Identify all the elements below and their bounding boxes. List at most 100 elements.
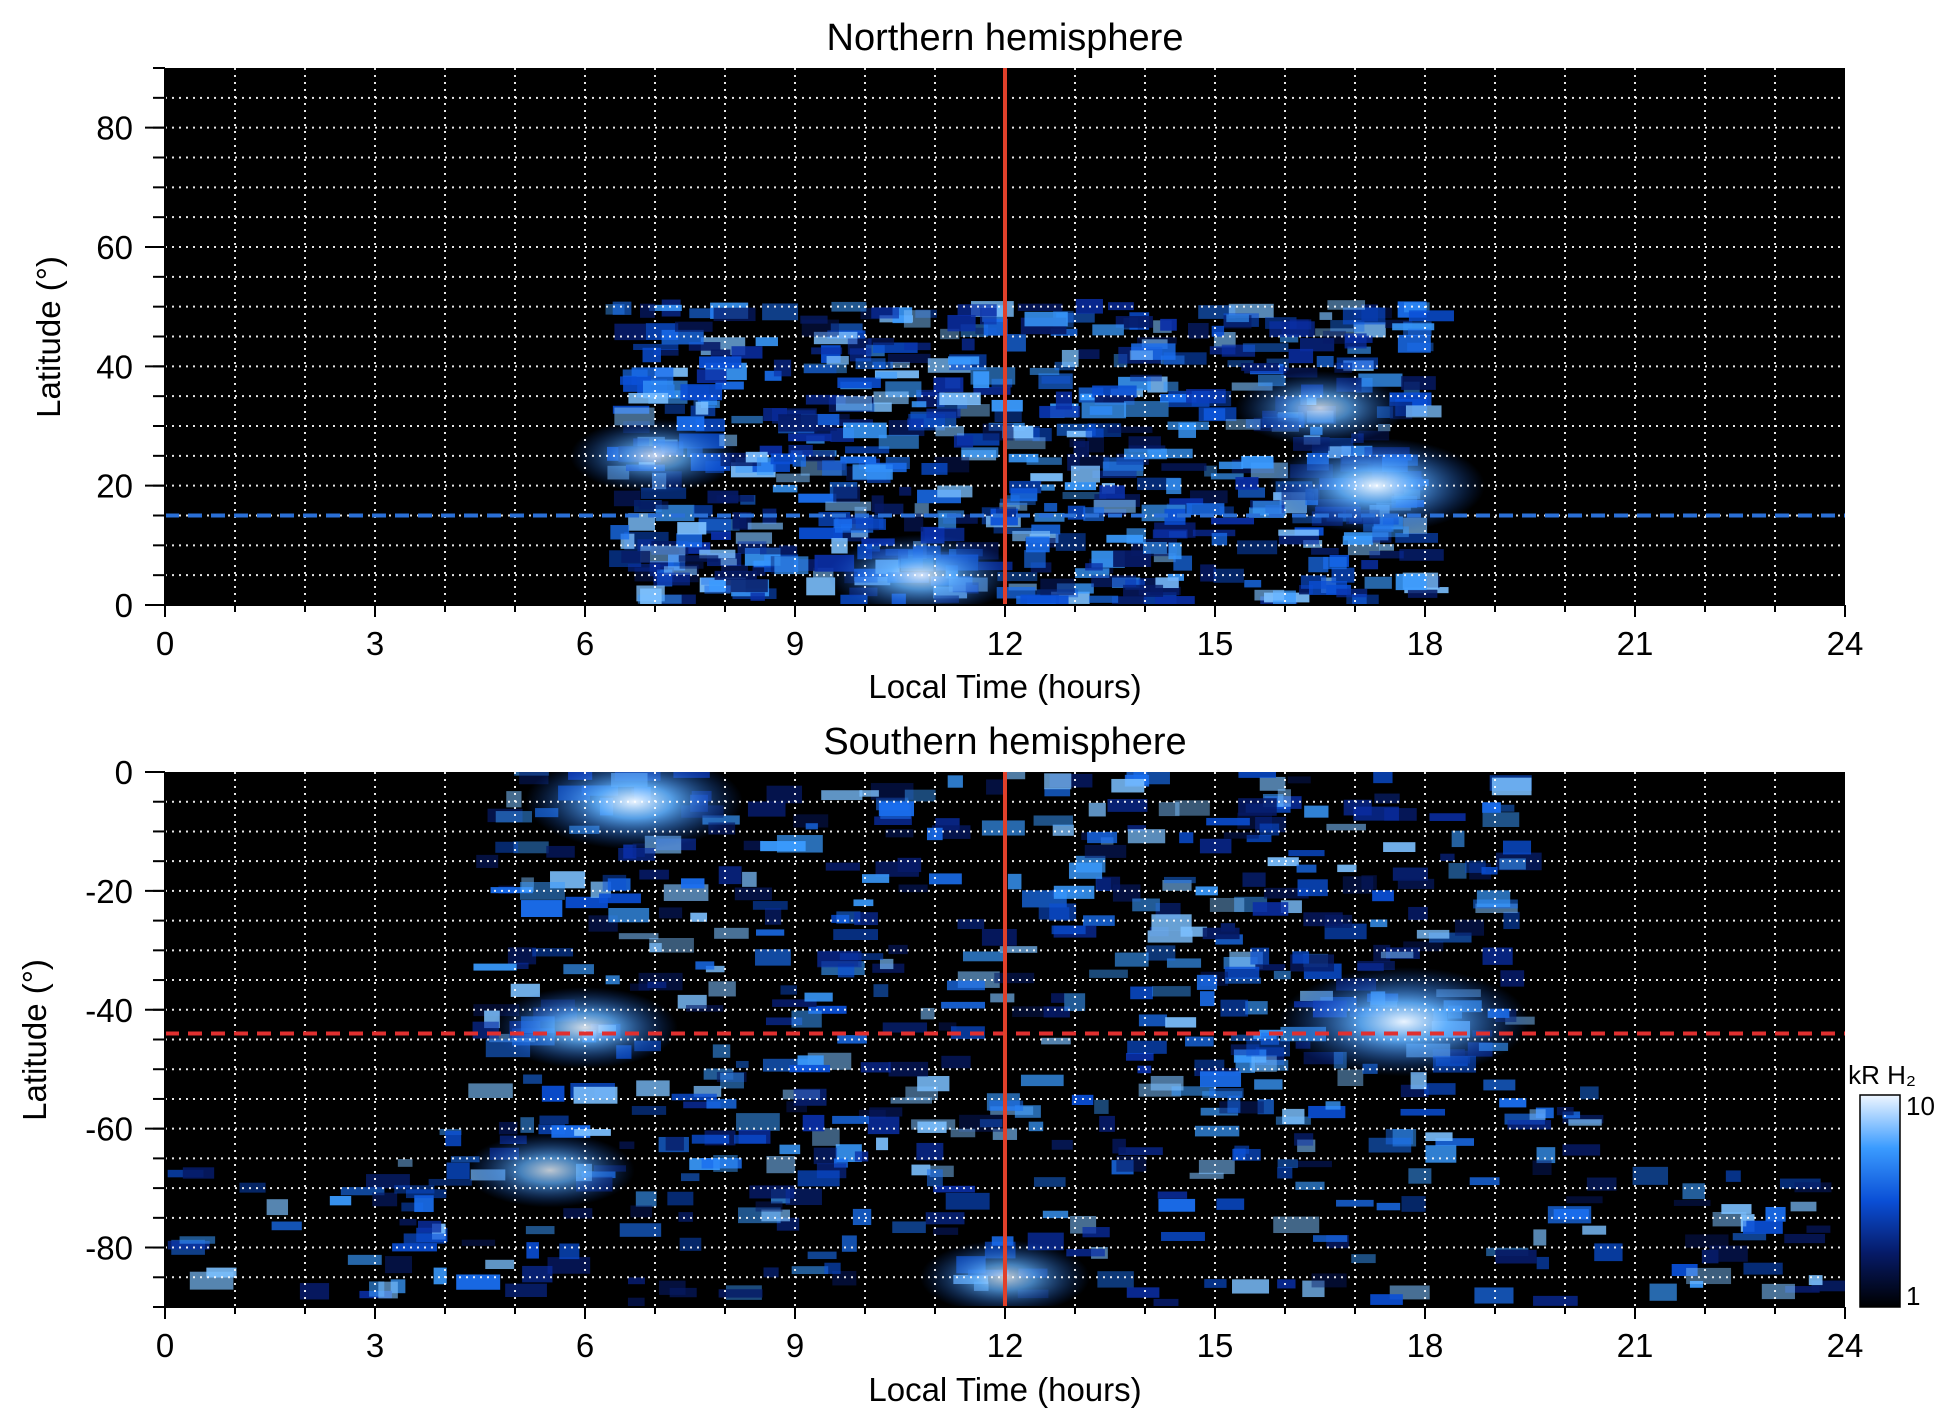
x-tick-label: 3: [366, 1327, 384, 1364]
emission-patch: [1128, 436, 1161, 450]
emission-patch: [999, 502, 1028, 511]
emission-patch: [1127, 1040, 1167, 1054]
emission-patch: [1163, 381, 1179, 392]
emission-patch: [941, 1001, 986, 1009]
emission-patch: [1210, 473, 1244, 480]
emission-patch: [640, 588, 662, 605]
emission-patch: [1425, 1132, 1453, 1142]
emission-patch: [674, 321, 713, 332]
emission-patch: [1150, 586, 1181, 596]
emission-patch: [1481, 867, 1498, 875]
emission-patch: [1785, 1286, 1820, 1293]
emission-patch: [1125, 1052, 1154, 1061]
emission-patch: [736, 1113, 780, 1131]
emission-patch: [1237, 487, 1266, 498]
emission-patch: [1087, 436, 1105, 453]
emission-patch: [721, 564, 748, 573]
emission-patch: [791, 1266, 829, 1275]
emission-patch: [1632, 1166, 1669, 1185]
emission-patch: [1376, 1202, 1401, 1211]
emission-patch: [957, 404, 990, 417]
emission-patch: [693, 505, 713, 517]
emission-patch: [1161, 463, 1207, 471]
emission-patch: [778, 414, 818, 432]
emission-patch: [718, 1289, 763, 1298]
y-tick-label: 0: [115, 754, 133, 791]
emission-patch: [642, 347, 662, 363]
emission-patch: [1500, 970, 1525, 987]
emission-patch: [805, 394, 846, 405]
emission-patch: [939, 392, 981, 406]
emission-patch: [999, 498, 1036, 506]
emission-patch: [1146, 945, 1176, 961]
emission-patch: [1504, 1113, 1545, 1125]
emission-patch: [1251, 1055, 1277, 1073]
emission-patch: [1292, 951, 1310, 964]
y-tick-label: -40: [85, 992, 133, 1029]
emission-patch: [565, 896, 608, 909]
emission-patch: [710, 349, 731, 359]
emission-patch: [890, 361, 910, 369]
emission-patch: [1127, 829, 1166, 844]
emission-patch: [1491, 777, 1532, 796]
emission-patch: [1252, 501, 1282, 516]
emission-patch: [980, 308, 997, 325]
emission-patch: [1254, 589, 1285, 601]
emission-patch: [925, 1212, 965, 1225]
emission-patch: [1209, 1088, 1244, 1098]
emission-patch: [1424, 1083, 1456, 1095]
emission-patch: [461, 1239, 496, 1246]
emission-patch: [1671, 1263, 1698, 1276]
emission-patch: [1297, 879, 1328, 897]
emission-patch: [1372, 890, 1394, 902]
emission-patch: [793, 1088, 827, 1106]
x-tick-label: 12: [987, 625, 1024, 662]
emission-patch: [1273, 1216, 1320, 1234]
emission-patch: [761, 1209, 791, 1222]
panel-southern: Southern hemisphere 0 3 6 9 12 15 18 21 24 0 -20 -4…: [16, 721, 1863, 1408]
emission-patch: [859, 790, 879, 797]
emission-patch: [813, 1147, 838, 1165]
emission-patch: [1482, 947, 1513, 965]
y-axis-label: Latitude (°): [30, 256, 67, 418]
emission-patch: [405, 1189, 447, 1199]
emission-patch: [878, 434, 919, 449]
emission-patch: [1070, 465, 1100, 483]
emission-patch: [1232, 1148, 1261, 1161]
emission-patch: [1089, 969, 1128, 978]
emission-patch: [1529, 1109, 1546, 1120]
emission-patch: [903, 310, 931, 328]
emission-patch: [1476, 890, 1511, 907]
emission-patch: [853, 899, 874, 907]
emission-patch: [649, 304, 682, 311]
emission-patch: [1304, 805, 1329, 818]
emission-patch: [1725, 1170, 1741, 1182]
emission-patch: [640, 303, 655, 318]
emission-patch: [999, 946, 1038, 953]
emission-patch: [1044, 788, 1071, 797]
emission-patch: [979, 1119, 1003, 1128]
emission-patch: [1503, 911, 1520, 930]
emission-patch: [1288, 348, 1314, 364]
emission-patch: [833, 929, 879, 940]
emission-patch: [1287, 776, 1311, 784]
emission-patch: [1368, 1137, 1412, 1153]
emission-patch: [1138, 1014, 1167, 1027]
emission-patch: [1185, 1036, 1214, 1047]
emission-patch: [433, 1267, 447, 1285]
emission-patch: [1224, 966, 1260, 979]
emission-patch: [1246, 834, 1272, 843]
emission-patch: [1032, 427, 1052, 442]
emission-patch: [450, 1156, 480, 1163]
emission-patch: [1594, 1243, 1623, 1262]
emission-patch: [870, 402, 892, 412]
emission-patch: [1465, 860, 1486, 873]
emission-patch: [559, 1243, 580, 1260]
emission-patch: [806, 577, 836, 596]
emission-patch: [1008, 583, 1037, 591]
emission-patch: [1219, 506, 1234, 517]
emission-patch: [997, 571, 1038, 582]
x-axis-label: Local Time (hours): [868, 668, 1141, 705]
emission-patch: [1327, 300, 1366, 310]
emission-patch: [926, 827, 943, 841]
